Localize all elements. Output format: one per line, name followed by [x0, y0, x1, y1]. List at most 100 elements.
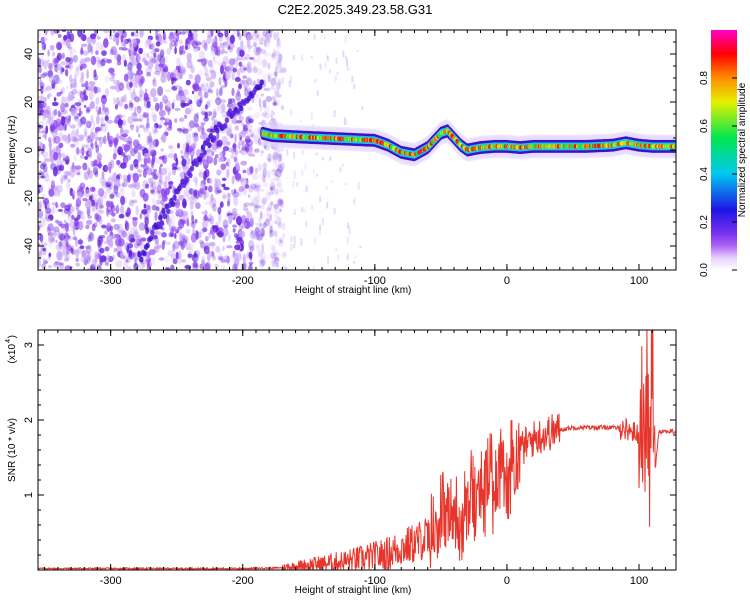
- noise-blob: [113, 146, 118, 157]
- noise-blob: [152, 113, 157, 123]
- noise-blob: [279, 239, 283, 243]
- noise-blob: [164, 118, 168, 128]
- noise-blob: [79, 49, 84, 55]
- noise-blob: [241, 185, 246, 192]
- noise-blob: [178, 117, 185, 122]
- noise-blob: [178, 194, 182, 203]
- noise-blob: [208, 178, 213, 185]
- noise-blob: [46, 211, 53, 215]
- noise-blob: [248, 186, 254, 193]
- noise-blob: [86, 36, 93, 44]
- noise-blob: [47, 49, 50, 57]
- noise-blob: [87, 234, 92, 243]
- noise-blob: [215, 88, 219, 97]
- noise-blob: [240, 146, 247, 156]
- noise-blob: [66, 180, 71, 190]
- noise-blob: [159, 116, 166, 121]
- noise-blob: [103, 230, 108, 235]
- noise-blob: [195, 262, 199, 269]
- noise-blob: [43, 173, 50, 183]
- noise-blob: [227, 45, 231, 50]
- noise-blob: [231, 211, 237, 221]
- noise-blob: [296, 182, 299, 187]
- noise-blob: [244, 53, 251, 61]
- diagonal-track-point: [215, 127, 220, 134]
- noise-blob: [250, 216, 257, 220]
- noise-blob: [325, 185, 328, 190]
- noise-blob: [152, 97, 159, 103]
- noise-blob: [73, 219, 80, 227]
- noise-blob: [262, 59, 268, 66]
- noise-blob: [129, 226, 135, 235]
- noise-blob: [221, 136, 228, 146]
- noise-blob: [130, 91, 137, 101]
- noise-blob: [273, 31, 277, 41]
- noise-blob: [161, 133, 167, 143]
- noise-blob: [255, 243, 260, 249]
- noise-blob: [248, 153, 256, 157]
- noise-blob: [253, 203, 259, 213]
- noise-blob: [196, 111, 199, 119]
- diagonal-track-point: [170, 201, 176, 208]
- noise-blob: [38, 57, 41, 67]
- noise-blob: [85, 109, 91, 114]
- noise-blob: [72, 236, 78, 241]
- noise-blob: [231, 71, 235, 81]
- noise-blob: [39, 224, 43, 228]
- noise-blob: [86, 135, 91, 144]
- noise-blob: [48, 140, 52, 149]
- noise-blob: [117, 118, 123, 129]
- noise-blob: [107, 222, 111, 227]
- noise-blob: [168, 119, 173, 129]
- noise-blob: [124, 221, 130, 232]
- noise-blob: [116, 159, 121, 166]
- noise-blob: [234, 145, 240, 151]
- noise-blob: [81, 34, 87, 42]
- noise-blob: [139, 124, 145, 129]
- colorbar-tick-label: 0.8: [699, 71, 710, 85]
- noise-blob: [210, 193, 214, 201]
- noise-blob: [129, 164, 134, 171]
- noise-blob: [91, 142, 94, 150]
- noise-blob: [100, 116, 104, 125]
- noise-blob: [74, 72, 77, 82]
- noise-blob: [342, 164, 345, 167]
- noise-blob: [260, 227, 265, 237]
- noise-blob: [91, 223, 96, 232]
- noise-blob: [247, 121, 253, 130]
- noise-blob: [239, 64, 246, 74]
- noise-blob: [303, 208, 306, 213]
- noise-blob: [271, 244, 276, 252]
- noise-blob: [260, 257, 266, 266]
- noise-blob: [95, 56, 101, 63]
- noise-blob: [44, 131, 47, 141]
- noise-blob: [159, 55, 166, 66]
- noise-blob: [228, 58, 236, 66]
- noise-blob: [333, 109, 336, 117]
- noise-blob: [56, 91, 62, 97]
- noise-blob: [55, 244, 60, 251]
- noise-blob: [160, 167, 168, 176]
- noise-blob: [195, 202, 201, 210]
- noise-blob: [223, 227, 229, 237]
- noise-blob: [217, 230, 224, 238]
- noise-blob: [93, 86, 98, 94]
- noise-blob: [152, 197, 156, 206]
- noise-blob: [79, 33, 86, 40]
- noise-blob: [212, 54, 216, 63]
- noise-blob: [293, 208, 296, 213]
- noise-blob: [142, 52, 147, 62]
- noise-blob: [150, 257, 156, 266]
- noise-blob: [153, 168, 158, 173]
- noise-blob: [98, 142, 103, 148]
- noise-blob: [345, 119, 348, 126]
- noise-blob: [42, 242, 48, 246]
- noise-blob: [235, 120, 243, 124]
- noise-blob: [257, 163, 263, 172]
- noise-blob: [231, 207, 238, 217]
- noise-blob: [67, 178, 71, 183]
- noise-blob: [50, 182, 55, 191]
- noise-blob: [266, 217, 270, 222]
- noise-blob: [276, 198, 284, 207]
